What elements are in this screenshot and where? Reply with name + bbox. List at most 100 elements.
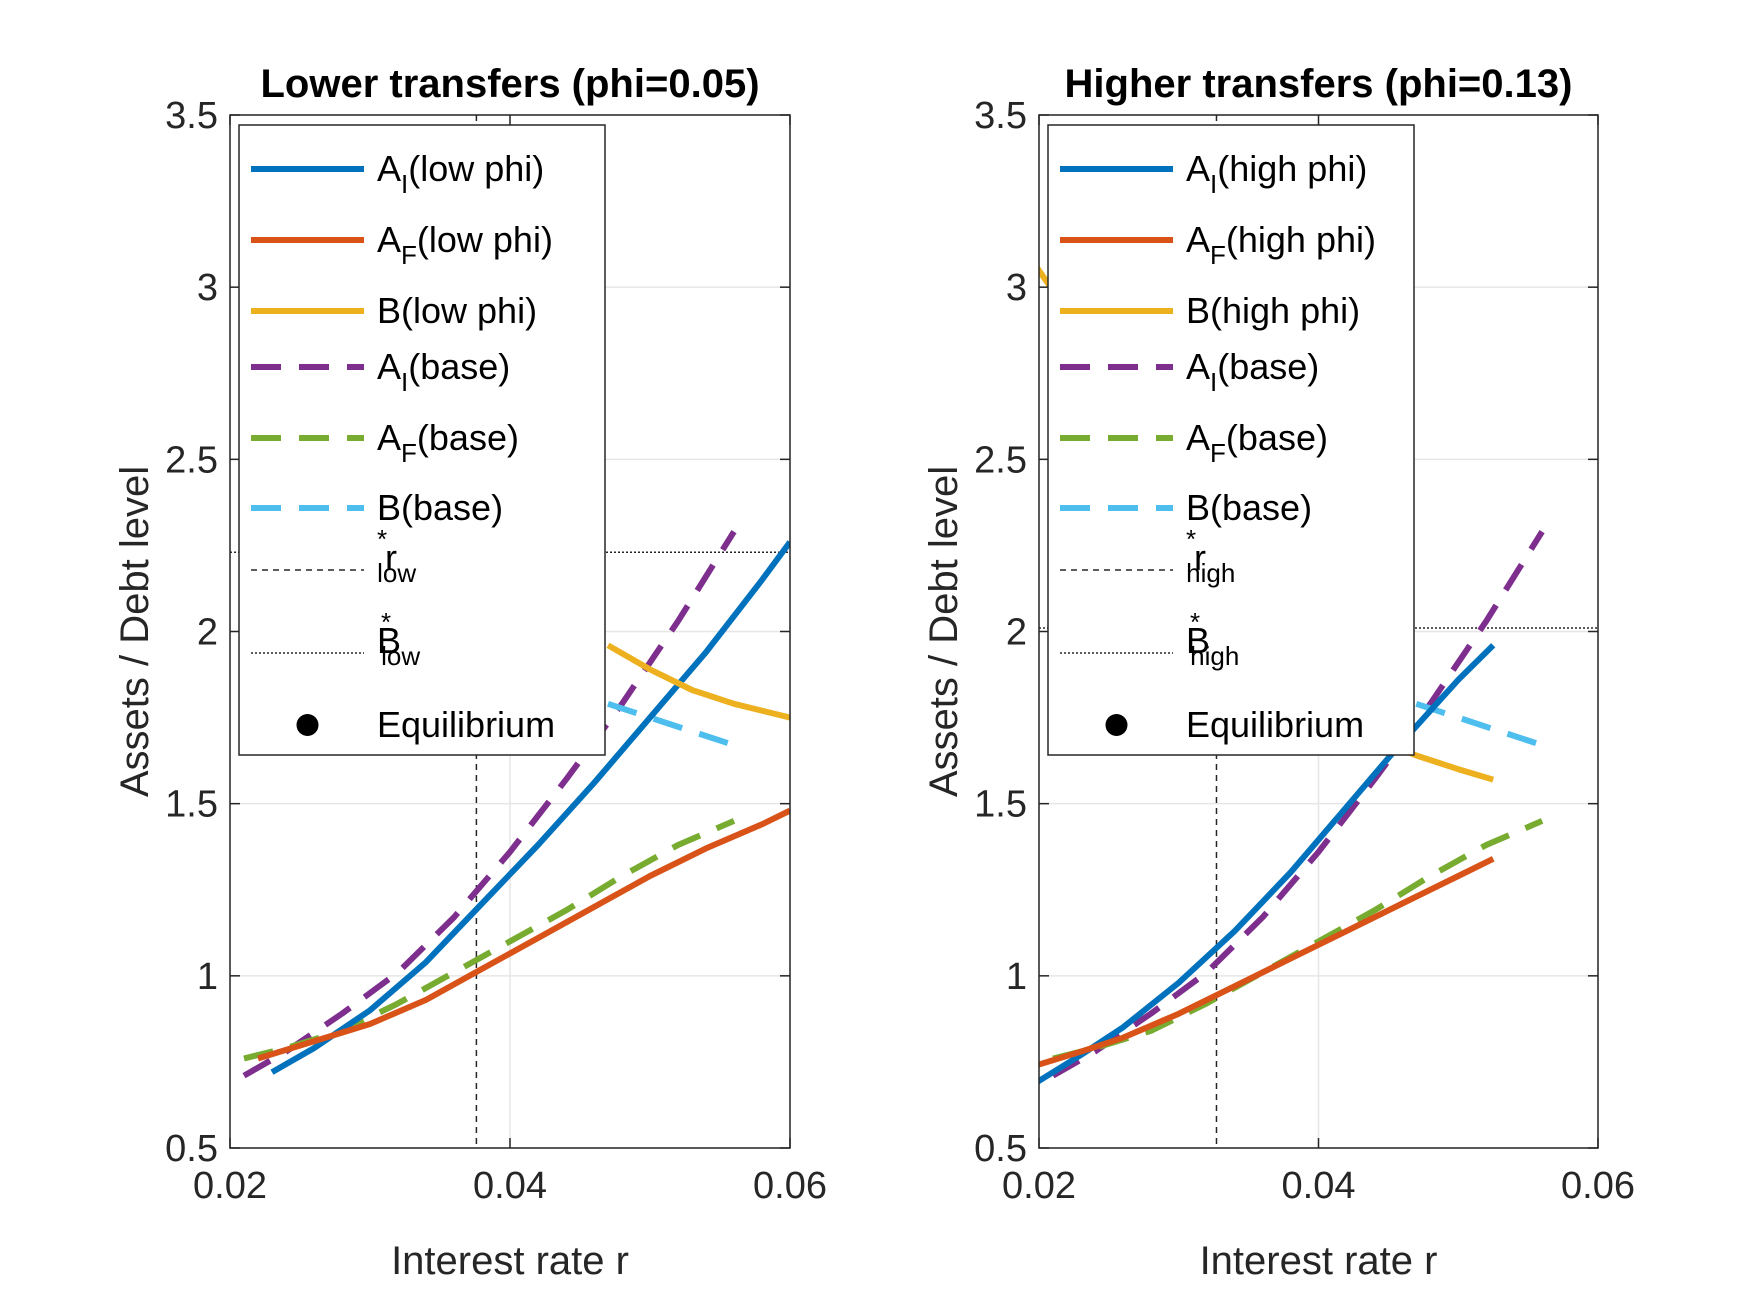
x-tick-label: 0.06 xyxy=(1561,1165,1635,1207)
legend-label: AF(base) xyxy=(377,417,519,468)
series-line-AF_phi xyxy=(1039,856,1495,1068)
y-tick-label: 2 xyxy=(1006,612,1027,654)
legend-label-equilibrium: Equilibrium xyxy=(1186,704,1364,745)
x-tick-label: 0.02 xyxy=(1002,1165,1076,1207)
legend: AI(high phi)AF(high phi)B(high phi)AI(ba… xyxy=(1047,124,1415,756)
series-line-AI_phi xyxy=(270,540,790,1075)
legend-label-sup: * xyxy=(377,524,387,554)
legend-label-rest: (high phi) xyxy=(1217,148,1367,189)
legend-label-rest: (base) xyxy=(1210,487,1312,528)
legend-label-sub: low xyxy=(381,641,420,671)
legend-label: B(high phi) xyxy=(1186,290,1360,331)
legend-label-rest: (low phi) xyxy=(401,290,537,331)
legend-label-base: A xyxy=(1186,417,1210,458)
y-tick-label: 2 xyxy=(197,612,218,654)
legend-label-sub: I xyxy=(401,169,408,199)
panel-1: 0.5 1 1.5 2 2.5 3 3.5 0.02 0.04 0.06 Lower transfe… xyxy=(113,62,827,1283)
y-tick-label: 2.5 xyxy=(165,439,218,481)
legend-label-base: B xyxy=(1186,620,1210,661)
legend-label-rest: (base) xyxy=(417,417,519,458)
legend-label-sub: F xyxy=(401,438,417,468)
series-line-B_phi xyxy=(606,642,790,721)
legend-marker-equilibrium xyxy=(296,714,319,736)
series-line-B_base xyxy=(1415,700,1544,748)
legend-box xyxy=(238,124,606,756)
legend-label-rest: (low phi) xyxy=(408,148,544,189)
y-tick-label: 1.5 xyxy=(165,784,218,826)
legend-label-sub: high xyxy=(1186,558,1235,588)
legend-label-rest: (base) xyxy=(401,487,503,528)
legend-label-rest: (high phi) xyxy=(1210,290,1360,331)
legend-label-sub: F xyxy=(1210,438,1226,468)
legend-label-rest: (low phi) xyxy=(417,219,553,260)
legend-label-base: B xyxy=(377,290,401,331)
legend-label: AF(low phi) xyxy=(377,219,553,270)
legend-label: r* low xyxy=(377,524,416,588)
legend-label-base: B xyxy=(377,620,401,661)
series-line-AF_phi xyxy=(257,807,790,1062)
x-axis-label: Interest rate r xyxy=(1200,1239,1438,1283)
legend-label-base: r xyxy=(1194,537,1206,578)
legend-label-sub: I xyxy=(1210,367,1217,397)
legend-label-base: A xyxy=(377,148,401,189)
y-axis-label: Assets / Debt level xyxy=(113,466,157,797)
legend-label-base: A xyxy=(1186,346,1210,387)
legend-label-sup: * xyxy=(381,607,391,637)
legend-label: B(base) xyxy=(1186,487,1312,528)
y-tick-label: 3 xyxy=(197,267,218,309)
legend-label: AI(low phi) xyxy=(377,148,544,199)
legend-label-sub: I xyxy=(401,367,408,397)
legend-label-base: A xyxy=(1186,148,1210,189)
chart-title: Higher transfers (phi=0.13) xyxy=(1065,62,1573,106)
y-tick-label: 2.5 xyxy=(974,439,1027,481)
legend-label: AF(high phi) xyxy=(1186,219,1376,270)
series-line-B_base xyxy=(607,700,735,748)
y-tick-label: 1.5 xyxy=(974,784,1027,826)
legend-label-base: r xyxy=(385,537,397,578)
legend: AI(low phi)AF(low phi)B(low phi)AI(base)… xyxy=(238,124,606,756)
legend-label-base: A xyxy=(377,417,401,458)
legend-label-rest: (base) xyxy=(408,346,510,387)
legend-label-sub: I xyxy=(1210,169,1217,199)
y-tick-label: 1 xyxy=(1006,956,1027,998)
legend-label: B* high xyxy=(1186,607,1239,671)
legend-label-equilibrium: Equilibrium xyxy=(377,704,555,745)
legend-label-rest: (base) xyxy=(1226,417,1328,458)
x-tick-label: 0.06 xyxy=(753,1165,827,1207)
y-tick-label: 0.5 xyxy=(165,1128,218,1170)
legend-label: r* high xyxy=(1186,524,1235,588)
legend-label: B(low phi) xyxy=(377,290,537,331)
legend-label: AI(base) xyxy=(1186,346,1319,397)
legend-label: AI(high phi) xyxy=(1186,148,1367,199)
chart-title: Lower transfers (phi=0.05) xyxy=(260,62,759,106)
legend-label-sub: F xyxy=(401,240,417,270)
legend-label-rest: (base) xyxy=(1217,346,1319,387)
legend-label-sub: low xyxy=(377,558,416,588)
series-line-AI_base xyxy=(1051,530,1545,1079)
y-tick-label: 3.5 xyxy=(974,95,1027,137)
legend-label: AF(base) xyxy=(1186,417,1328,468)
series-line-AI_base xyxy=(242,530,737,1079)
legend-label-base: B xyxy=(1186,290,1210,331)
legend-label-sub: F xyxy=(1210,240,1226,270)
legend-label-rest: (high phi) xyxy=(1226,219,1376,260)
y-axis-label: Assets / Debt level xyxy=(922,466,966,797)
x-tick-label: 0.04 xyxy=(473,1165,547,1207)
series-line-AI_phi xyxy=(1039,643,1496,1085)
legend-label: B(base) xyxy=(377,487,503,528)
legend-label-sup: * xyxy=(1186,524,1196,554)
legend-label-sub: high xyxy=(1190,641,1239,671)
x-tick-label: 0.02 xyxy=(193,1165,267,1207)
legend-label-sup: * xyxy=(1190,607,1200,637)
legend-label-base: A xyxy=(1186,219,1210,260)
legend-label-base: B xyxy=(377,487,401,528)
legend-marker-equilibrium xyxy=(1105,714,1128,736)
legend-label: B* low xyxy=(377,607,420,671)
legend-label: AI(base) xyxy=(377,346,510,397)
x-tick-label: 0.04 xyxy=(1282,1165,1356,1207)
legend-label-base: A xyxy=(377,346,401,387)
y-tick-label: 3 xyxy=(1006,267,1027,309)
legend-label-base: B xyxy=(1186,487,1210,528)
x-axis-label: Interest rate r xyxy=(391,1239,629,1283)
